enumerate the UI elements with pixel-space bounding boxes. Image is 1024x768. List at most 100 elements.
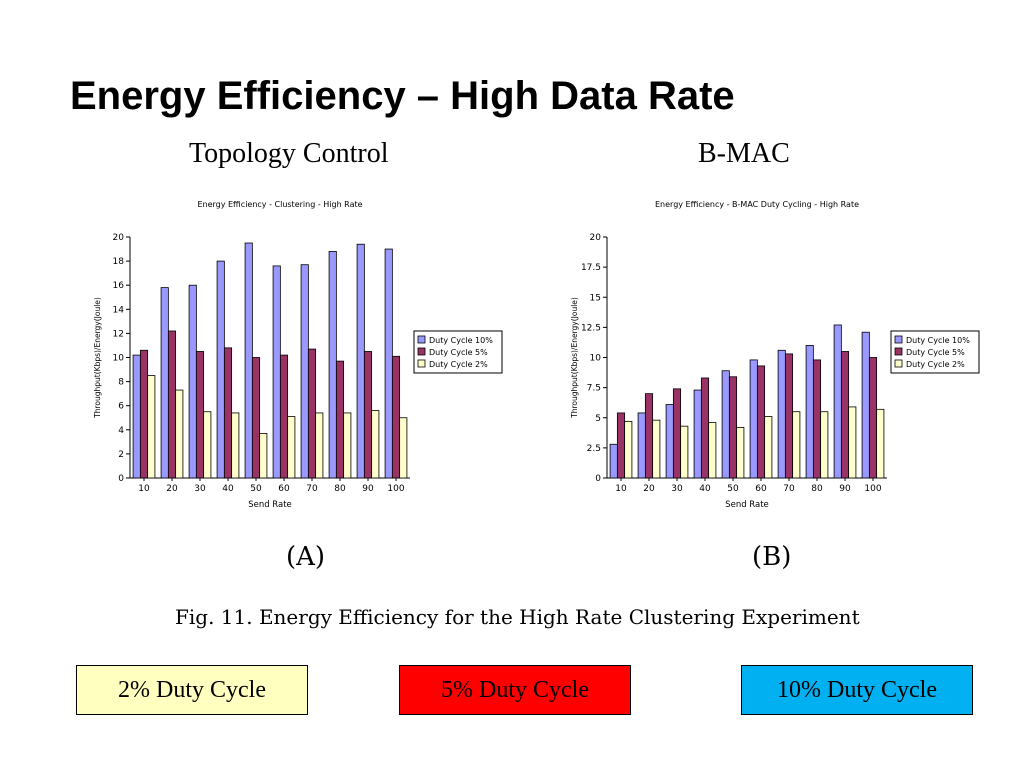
bar — [700, 377, 710, 479]
bar — [652, 419, 661, 479]
bar — [756, 365, 766, 479]
legend-box-10-percent: 10% Duty Cycle — [741, 665, 973, 715]
bar — [216, 260, 225, 479]
bar — [868, 357, 878, 479]
bar — [833, 324, 842, 479]
bar — [195, 351, 205, 479]
legend-swatch — [417, 359, 426, 368]
y-tick-label: 2 — [118, 450, 124, 460]
x-tick-label: 60 — [755, 484, 767, 494]
bar — [777, 349, 786, 479]
bar — [665, 404, 674, 479]
bar — [160, 287, 169, 479]
bar — [792, 411, 801, 479]
y-tick-label: 0 — [118, 474, 124, 484]
x-tick-label: 70 — [783, 484, 795, 494]
bar — [223, 347, 233, 479]
bar — [251, 357, 261, 479]
bar — [188, 284, 197, 479]
legend-box-2-percent: 2% Duty Cycle — [76, 665, 308, 715]
bar — [371, 410, 380, 479]
chart-title: Energy Efficiency - B-MAC Duty Cycling -… — [655, 200, 859, 209]
bar — [279, 354, 289, 479]
bar — [315, 412, 324, 479]
bar — [399, 417, 408, 479]
legend-swatch — [894, 335, 903, 344]
x-tick-label: 90 — [362, 484, 374, 494]
x-tick-label: 20 — [166, 484, 178, 494]
bar — [736, 426, 745, 479]
bar — [307, 348, 317, 479]
bar — [343, 412, 352, 479]
y-tick-label: 12 — [113, 329, 124, 339]
bar — [848, 406, 857, 479]
legend-swatch — [894, 347, 903, 356]
bar — [764, 416, 773, 479]
legend-box-5-percent: 5% Duty Cycle — [399, 665, 631, 715]
bar — [363, 351, 373, 479]
y-tick-label: 15 — [590, 293, 601, 303]
x-tick-label: 10 — [615, 484, 627, 494]
x-axis-title: Send Rate — [248, 500, 292, 510]
y-tick-label: 7.5 — [587, 384, 601, 394]
legend-swatch — [417, 335, 426, 344]
y-tick-label: 18 — [113, 257, 125, 267]
bar — [805, 345, 814, 479]
bar — [708, 422, 717, 479]
x-tick-label: 100 — [864, 484, 881, 494]
legend-label: Duty Cycle 10% — [429, 336, 493, 345]
chart-title: Energy Efficiency - Clustering - High Ra… — [197, 200, 362, 209]
bar — [328, 251, 337, 479]
legend-frame — [890, 330, 980, 374]
bar — [820, 411, 829, 479]
bar — [335, 360, 345, 479]
legend-label: Duty Cycle 5% — [906, 348, 965, 357]
subtitle-bmac: B-MAC — [698, 138, 790, 169]
y-tick-label: 12.5 — [581, 323, 601, 333]
legend-swatch — [417, 347, 426, 356]
bar — [728, 376, 738, 479]
y-tick-label: 6 — [118, 402, 124, 412]
bar — [391, 355, 401, 479]
bar — [287, 416, 296, 479]
bar — [644, 393, 654, 479]
y-tick-label: 2.5 — [587, 444, 601, 454]
x-tick-label: 50 — [250, 484, 262, 494]
bar — [693, 389, 702, 479]
bar — [132, 354, 141, 479]
x-tick-label: 40 — [699, 484, 711, 494]
bar — [175, 389, 184, 479]
bar — [721, 370, 730, 479]
bar — [147, 375, 156, 479]
y-tick-label: 20 — [590, 233, 602, 243]
bar — [637, 412, 646, 479]
x-tick-label: 40 — [222, 484, 234, 494]
x-tick-label: 80 — [334, 484, 346, 494]
slide-title: Energy Efficiency – High Data Rate — [70, 74, 735, 118]
bar — [203, 411, 212, 479]
bar — [812, 359, 822, 479]
bar — [356, 243, 365, 479]
legend-swatch — [894, 359, 903, 368]
y-tick-label: 10 — [113, 354, 125, 364]
y-axis-title: Throughput(Kbps)/Energy(Joule) — [570, 297, 579, 419]
legend-label: Duty Cycle 2% — [429, 360, 488, 369]
y-tick-label: 10 — [590, 354, 602, 364]
x-tick-label: 90 — [839, 484, 851, 494]
bar — [672, 388, 682, 479]
bar — [861, 331, 870, 479]
legend-label: Duty Cycle 5% — [429, 348, 488, 357]
y-tick-label: 20 — [113, 233, 125, 243]
x-tick-label: 30 — [671, 484, 683, 494]
y-tick-label: 16 — [113, 281, 125, 291]
subtitle-topology-control: Topology Control — [189, 138, 389, 169]
bar — [840, 351, 850, 479]
y-axis-title: Throughput(Kbps)/Energy(Joule) — [93, 297, 102, 419]
y-tick-label: 17.5 — [581, 263, 601, 273]
panel-label-a: (A) — [286, 542, 326, 572]
x-tick-label: 10 — [138, 484, 150, 494]
y-tick-label: 5 — [595, 414, 601, 424]
x-axis-title: Send Rate — [725, 500, 769, 510]
x-tick-label: 60 — [278, 484, 290, 494]
bar — [609, 443, 618, 479]
